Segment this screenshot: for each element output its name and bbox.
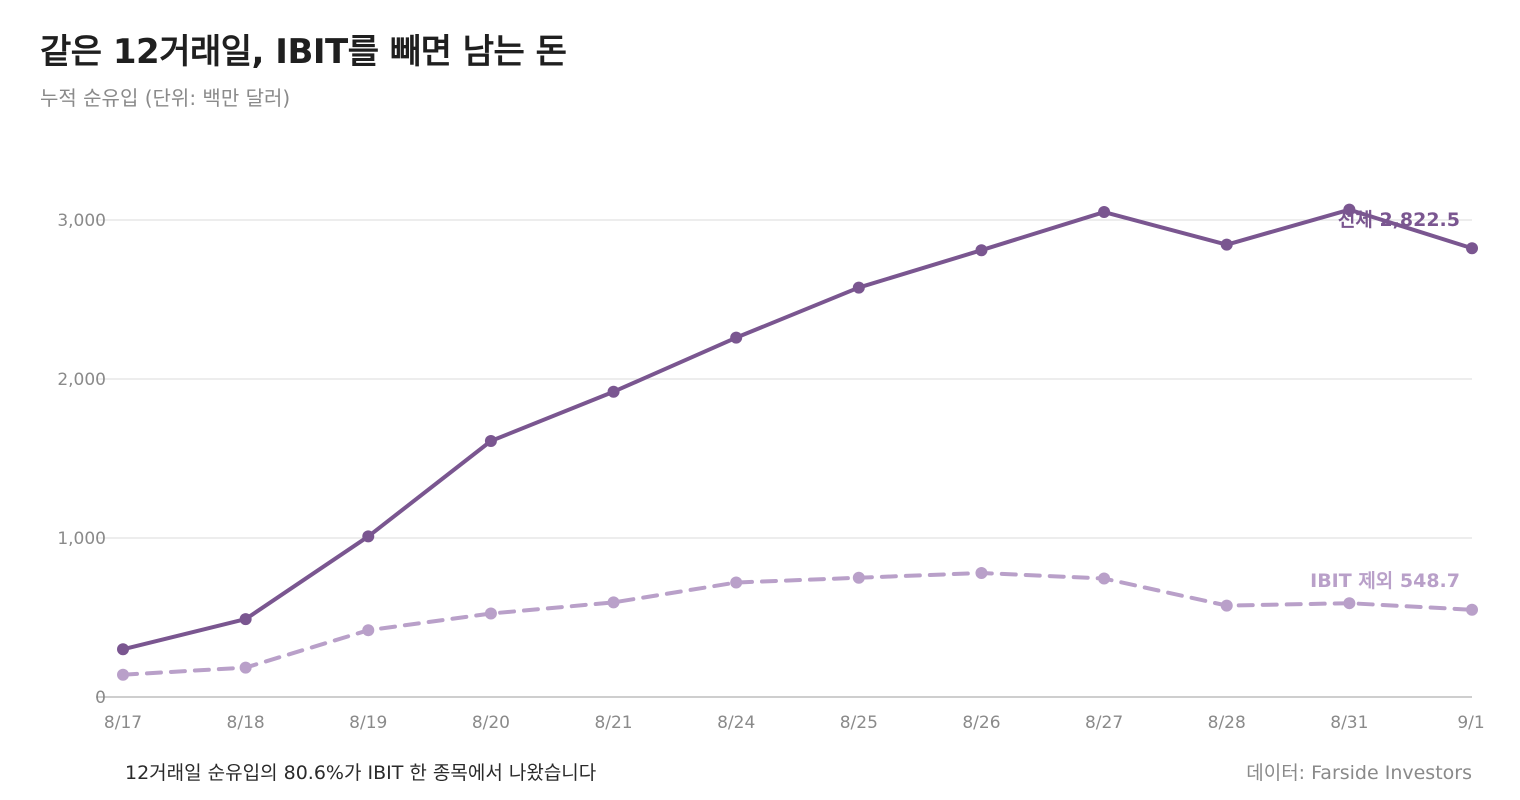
- x-tick-label: 8/18: [227, 713, 265, 733]
- source-credit: 데이터: Farside Investors: [1246, 762, 1472, 784]
- data-point-total: [852, 281, 865, 294]
- y-axis-ticks: 0 1,000 2,000 3,000: [57, 211, 106, 708]
- y-tick-label: 1,000: [57, 529, 106, 549]
- x-tick-label: 8/26: [962, 713, 1000, 733]
- data-point-total: [239, 613, 252, 626]
- data-point-total: [730, 331, 743, 344]
- data-point-ex_ibit: [1466, 603, 1478, 616]
- y-tick-label: 0: [95, 688, 106, 708]
- x-tick-label: 8/31: [1330, 713, 1368, 733]
- x-axis-ticks: 8/17 8/18 8/19 8/20 8/21 8/24 8/25 8/26 8/27 8/28…: [104, 713, 1485, 733]
- series-end-label-ex_ibit: IBIT 제외 548.7: [1310, 570, 1460, 592]
- y-tick-label: 2,000: [57, 370, 106, 390]
- data-point-ex_ibit: [1220, 599, 1233, 612]
- data-point-ex_ibit: [362, 624, 375, 637]
- data-point-ex_ibit: [484, 607, 497, 620]
- x-tick-label: 8/19: [349, 713, 387, 733]
- data-point-total: [1343, 203, 1356, 216]
- data-point-total: [484, 435, 497, 448]
- data-point-total: [362, 530, 375, 543]
- x-tick-label: 8/28: [1208, 713, 1246, 733]
- data-point-ex_ibit: [239, 661, 252, 674]
- data-point-ex_ibit: [852, 571, 865, 584]
- series-line-total: [121, 207, 1474, 652]
- x-tick-label: 8/21: [594, 713, 632, 733]
- series-end-label-total: 전체 2,822.5: [1338, 209, 1460, 231]
- grid-lines: [96, 219, 1472, 698]
- x-tick-label: 8/17: [104, 713, 142, 733]
- x-tick-label: 8/27: [1085, 713, 1123, 733]
- footnote: 12거래일 순유입의 80.6%가 IBIT 한 종목에서 나왔습니다: [125, 762, 597, 784]
- data-point-ex_ibit: [1343, 597, 1356, 610]
- data-point-ex_ibit: [975, 566, 988, 579]
- x-tick-label: 9/1: [1457, 713, 1484, 733]
- end-labels: 전체 2,822.5 IBIT 제외 548.7: [1310, 209, 1460, 592]
- data-point-ex_ibit: [607, 596, 620, 609]
- chart-title: 같은 12거래일, IBIT를 빼면 남는 돈: [40, 32, 567, 72]
- data-point-total: [975, 244, 988, 257]
- data-point-ex_ibit: [117, 668, 129, 681]
- data-point-total: [1098, 206, 1111, 219]
- series-line-ex_ibit: [121, 570, 1474, 677]
- chart-subtitle: 누적 순유입 (단위: 백만 달러): [40, 86, 291, 110]
- data-point-total: [1466, 242, 1478, 255]
- data-point-total: [1220, 238, 1233, 251]
- series-group: [117, 203, 1478, 681]
- x-tick-label: 8/24: [717, 713, 755, 733]
- x-tick-label: 8/25: [840, 713, 878, 733]
- y-tick-label: 3,000: [57, 211, 106, 231]
- data-point-ex_ibit: [1098, 572, 1111, 585]
- data-point-total: [607, 385, 620, 398]
- data-point-ex_ibit: [730, 576, 743, 589]
- x-tick-label: 8/20: [472, 713, 510, 733]
- data-point-total: [117, 643, 129, 656]
